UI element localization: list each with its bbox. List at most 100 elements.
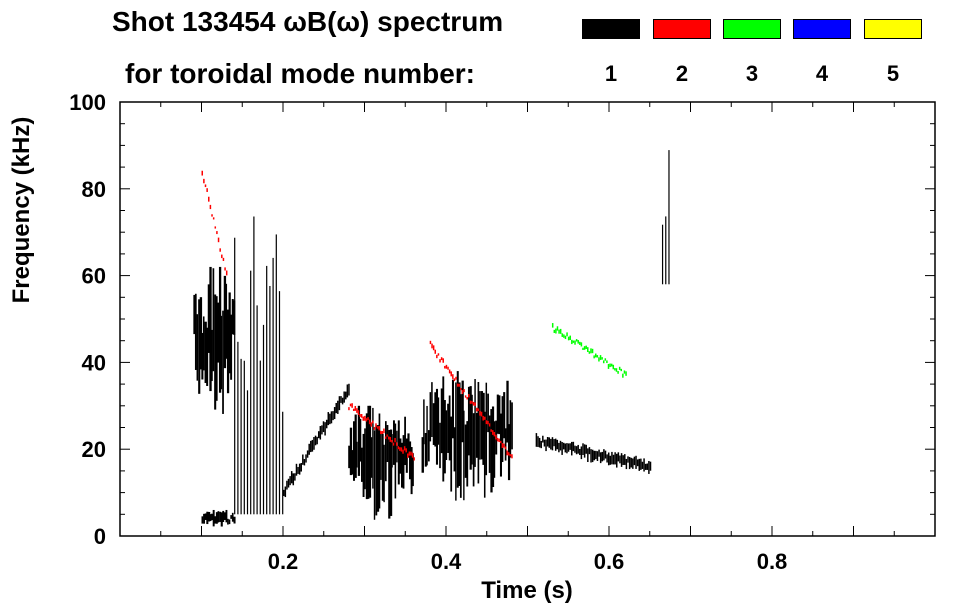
spectral-mark (275, 234, 277, 515)
spectral-mark (575, 339, 578, 342)
spectral-mark (360, 413, 363, 418)
spectral-mark (572, 441, 575, 452)
spectral-mark (269, 285, 271, 515)
spectral-mark (325, 419, 328, 429)
spectral-mark (429, 340, 432, 345)
spectral-mark (490, 429, 492, 432)
spectral-mark (319, 426, 322, 440)
spectral-mark (322, 421, 325, 433)
spectral-mark (370, 422, 372, 427)
spectral-mark (303, 459, 306, 466)
spectral-mark (310, 440, 312, 453)
spectral-mark (628, 456, 631, 470)
spectral-mark (538, 437, 541, 448)
spectral-mark (207, 511, 211, 522)
spectral-mark (378, 413, 381, 509)
spectral-mark (193, 294, 196, 335)
spectral-mark (431, 382, 433, 438)
spectral-mark (602, 360, 605, 364)
spectral-mark (314, 435, 317, 446)
spectral-mark (203, 178, 205, 184)
spectral-mark (493, 421, 496, 478)
spectral-mark (490, 409, 493, 493)
spectral-mark (352, 408, 355, 411)
spectral-mark (348, 407, 350, 411)
spectral-mark (498, 438, 500, 443)
spectral-mark (359, 414, 361, 417)
spectral-mark (375, 425, 378, 516)
spectral-mark (588, 447, 591, 455)
spectral-mark (224, 267, 226, 271)
spectral-mark (585, 444, 587, 454)
spectral-mark (262, 324, 265, 515)
spectral-mark (233, 516, 236, 524)
spectral-mark (556, 439, 559, 450)
spectral-mark (306, 450, 309, 458)
spectral-mark (537, 436, 539, 447)
spectral-mark (601, 451, 604, 462)
spectral-mark (437, 353, 440, 356)
series-n-1-tail-0-51-0-65 (535, 433, 652, 474)
spectral-mark (638, 458, 641, 471)
spectral-mark (636, 459, 639, 467)
spectral-mark (383, 444, 385, 503)
spectral-mark (542, 435, 544, 443)
spectral-mark (559, 328, 562, 334)
spectral-mark (381, 433, 384, 501)
spectral-mark (348, 383, 350, 396)
series-n-1-burst-0-37-0-48 (421, 371, 513, 501)
spectral-mark (266, 265, 268, 515)
spectral-mark (290, 471, 293, 484)
spectral-mark (370, 437, 373, 478)
spectral-mark (201, 516, 204, 524)
spectral-mark (618, 366, 621, 370)
spectral-mark (491, 406, 495, 488)
spectral-mark (551, 437, 554, 451)
spectral-mark (300, 462, 302, 472)
spectral-mark (211, 513, 214, 521)
spectral-mark (194, 293, 197, 370)
spectral-mark (324, 422, 326, 436)
spectral-mark (356, 408, 358, 413)
spectral-mark (564, 335, 567, 340)
spectral-mark (461, 390, 464, 394)
spectral-mark (622, 373, 624, 378)
spectral-mark (646, 463, 649, 470)
legend-label-1: 1 (604, 61, 618, 86)
spectral-mark (599, 452, 602, 464)
y-tick-label: 40 (82, 350, 106, 375)
spectral-mark (630, 457, 632, 468)
spectral-mark (209, 514, 212, 521)
data-layer (193, 150, 670, 527)
spectral-mark (410, 447, 413, 495)
spectral-mark (341, 397, 344, 405)
spectral-mark (442, 376, 445, 482)
spectral-mark (206, 188, 208, 192)
spectral-mark (253, 216, 255, 515)
spectral-mark (569, 443, 571, 450)
spectral-mark (553, 329, 556, 333)
spectral-mark (571, 441, 573, 456)
spectral-mark (214, 516, 217, 524)
spectral-mark (219, 511, 222, 522)
spectral-mark (228, 292, 231, 374)
x-tick-label: 0.4 (431, 549, 462, 574)
spectral-mark (228, 519, 231, 525)
spectral-mark (596, 451, 599, 461)
spectral-mark (633, 456, 636, 466)
spectral-mark (452, 374, 454, 379)
spectral-mark (577, 444, 579, 454)
spectral-mark (215, 296, 218, 401)
spectral-mark (661, 224, 664, 285)
spectral-mark (612, 364, 615, 370)
spectral-mark (431, 343, 433, 349)
series-n-1-chirp-0-2-0-28 (283, 383, 350, 498)
spectral-mark (295, 463, 298, 476)
spectral-mark (620, 453, 623, 467)
spectral-mark (404, 416, 406, 466)
legend-label-3: 3 (745, 61, 759, 86)
x-tick-label: 0.6 (594, 549, 625, 574)
spectral-mark (461, 380, 464, 443)
spectral-mark (590, 449, 592, 463)
spectral-mark (394, 423, 397, 499)
